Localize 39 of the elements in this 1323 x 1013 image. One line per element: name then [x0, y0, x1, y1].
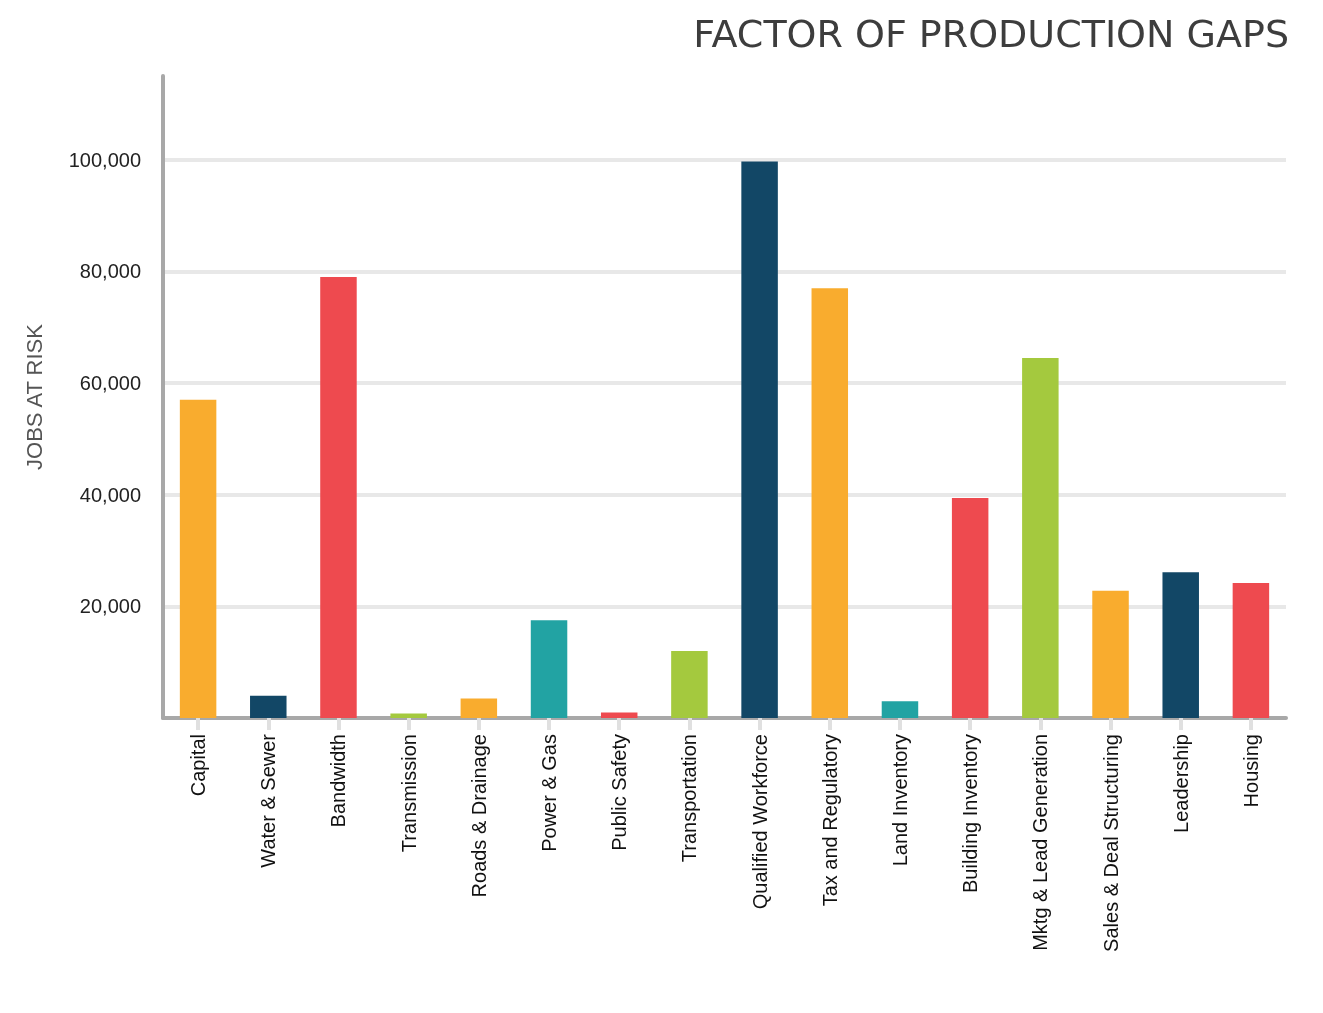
- x-tick-label: Transportation: [678, 734, 701, 863]
- x-tick-label: Capital: [187, 734, 210, 797]
- bar: [1022, 357, 1059, 718]
- x-tick-label: Bandwidth: [327, 734, 350, 828]
- bar: [320, 276, 357, 718]
- x-tick-label: Roads & Drainage: [467, 734, 490, 898]
- bar: [1232, 582, 1270, 718]
- y-tick-label: 60,000: [79, 372, 141, 395]
- bar: [179, 399, 217, 718]
- bar: [811, 288, 849, 718]
- bar: [741, 161, 778, 718]
- x-tick-label: Qualified Workforce: [748, 734, 771, 910]
- bar: [951, 498, 989, 718]
- bar: [1162, 572, 1199, 718]
- bar: [881, 701, 919, 718]
- bar: [390, 713, 427, 718]
- x-tick-label: Building Inventory: [959, 734, 982, 893]
- bar: [250, 695, 287, 718]
- bar: [600, 712, 638, 718]
- x-tick-label: Tax and Regulatory: [818, 734, 841, 907]
- chart-title: FACTOR OF PRODUCTION GAPS: [693, 12, 1289, 56]
- y-tick-label: 40,000: [79, 483, 141, 506]
- y-tick-label: 80,000: [79, 260, 141, 283]
- x-tick-label: Housing: [1239, 734, 1262, 808]
- x-tick-label: Leadership: [1169, 734, 1192, 833]
- x-tick-label: Public Safety: [608, 734, 631, 851]
- bar: [530, 620, 568, 718]
- x-tick-label: Transmission: [397, 734, 420, 853]
- bar: [460, 698, 498, 718]
- y-tick-label: 100,000: [68, 148, 141, 171]
- y-axis-title: JOBS AT RISK: [21, 323, 47, 470]
- x-tick-label: Sales & Deal Structuring: [1099, 734, 1122, 952]
- bar: [671, 651, 708, 718]
- x-tick-label: Power & Gas: [538, 734, 561, 852]
- x-tick-label: Mktg & Lead Generation: [1029, 734, 1052, 951]
- bar: [1092, 590, 1129, 718]
- x-tick-label: Land Inventory: [888, 734, 911, 867]
- x-tick-label: Water & Sewer: [257, 733, 280, 868]
- y-tick-label: 20,000: [79, 595, 141, 618]
